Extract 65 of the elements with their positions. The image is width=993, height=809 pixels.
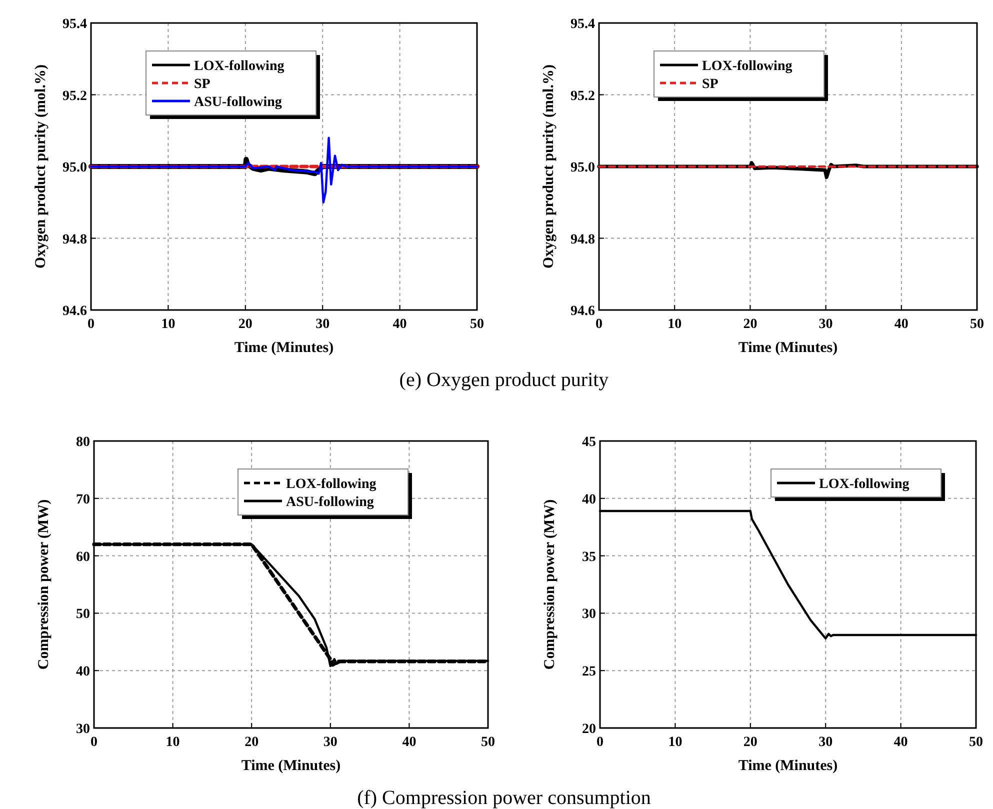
legend-label: LOX-following (702, 59, 792, 74)
y-tick-label: 95.0 (570, 160, 595, 176)
legend-label: SP (702, 77, 719, 92)
y-tick-label: 45 (582, 435, 596, 450)
x-tick-label: 40 (392, 317, 407, 332)
x-tick-label: 40 (402, 735, 416, 750)
y-tick-label: 95.4 (570, 17, 595, 32)
x-tick-label: 10 (668, 317, 682, 332)
text: (f) Compression power consumption (357, 787, 651, 809)
x-tick-label: 50 (969, 735, 983, 750)
x-tick-label: 50 (481, 735, 495, 750)
text: (e) Oxygen product purity (399, 369, 609, 391)
y-tick-label: 25 (582, 664, 596, 680)
x-tick-label: 20 (743, 317, 758, 332)
x-tick-label: 50 (970, 317, 984, 332)
legend-label: ASU-following (194, 95, 282, 110)
x-tick-label: 30 (818, 317, 833, 332)
y-axis-title: Compression power (MW) (36, 499, 52, 670)
y-tick-label: 40 (582, 492, 596, 508)
y-tick-label: 50 (76, 607, 90, 622)
x-axis-title: Time (Minutes) (738, 340, 838, 356)
y-tick-label: 95.2 (570, 88, 595, 104)
x-tick-label: 20 (743, 735, 758, 750)
y-tick-label: 95.4 (62, 17, 87, 32)
y-axis-title: Compression power (MW) (542, 499, 558, 670)
legend-label: SP (194, 77, 211, 92)
y-axis-title: Oxygen product purity (mol.%) (541, 64, 557, 268)
y-axis-title: Oxygen product purity (mol.%) (33, 64, 49, 268)
legend-label: LOX-following (286, 477, 376, 492)
x-tick-label: 40 (894, 317, 908, 332)
x-tick-label: 20 (238, 317, 252, 332)
x-axis-title: Time (Minutes) (241, 758, 341, 774)
x-tick-label: 0 (90, 735, 98, 750)
y-tick-label: 94.8 (570, 232, 595, 248)
line-series (90, 136, 478, 204)
y-tick-label: 70 (76, 492, 90, 508)
x-tick-label: 20 (244, 735, 259, 750)
y-tick-label: 80 (76, 435, 90, 450)
x-tick-label: 50 (470, 317, 484, 332)
y-tick-label: 20 (582, 722, 596, 737)
legend-label: LOX-following (819, 477, 910, 492)
x-tick-label: 10 (166, 735, 180, 750)
y-tick-label: 94.6 (570, 304, 595, 319)
x-tick-label: 30 (316, 317, 330, 332)
y-tick-label: 95.0 (62, 160, 87, 176)
y-tick-label: 35 (582, 550, 596, 565)
x-tick-label: 0 (596, 735, 604, 750)
x-tick-label: 0 (596, 317, 602, 332)
y-tick-label: 94.6 (62, 304, 87, 319)
x-tick-label: 0 (88, 317, 94, 332)
x-axis-title: Time (Minutes) (234, 340, 334, 356)
x-tick-label: 10 (161, 317, 176, 332)
y-tick-label: 30 (582, 607, 596, 622)
y-tick-label: 40 (76, 664, 90, 680)
legend-label: LOX-following (194, 59, 284, 74)
y-tick-label: 94.8 (62, 232, 87, 248)
x-tick-label: 40 (894, 735, 908, 750)
legend-label: ASU-following (286, 495, 374, 510)
x-tick-label: 30 (323, 735, 338, 750)
x-tick-label: 30 (818, 735, 833, 750)
x-tick-label: 10 (668, 735, 682, 750)
y-tick-label: 95.2 (62, 88, 87, 104)
x-axis-title: Time (Minutes) (738, 758, 838, 774)
y-tick-label: 60 (76, 550, 90, 565)
y-tick-label: 30 (76, 722, 90, 737)
